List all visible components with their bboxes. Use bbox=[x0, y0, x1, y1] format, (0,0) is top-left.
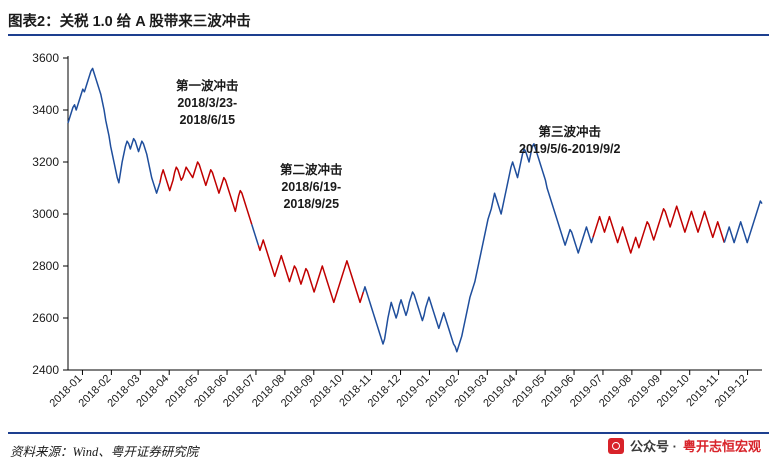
series-segment bbox=[251, 224, 260, 246]
y-axis: 2400 2600 2800 3000 3200 3400 3600 bbox=[32, 51, 762, 377]
annotation-wave-3-line1: 2019/5/6-2019/9/2 bbox=[519, 141, 621, 156]
y-tick-label: 3000 bbox=[32, 207, 59, 221]
y-tick-label: 2800 bbox=[32, 259, 59, 273]
plot-area: 2400 2600 2800 3000 3200 3400 3600 2018-01 2018… bbox=[0, 40, 777, 430]
title-divider bbox=[8, 34, 769, 36]
price-series bbox=[67, 67, 763, 353]
watermark: 公众号 · 粤开志恒宏观 bbox=[608, 436, 761, 455]
y-tick-label: 3200 bbox=[32, 155, 59, 169]
annotation-wave-1-line2: 2018/6/15 bbox=[179, 112, 236, 127]
series-segment bbox=[257, 239, 365, 304]
annotation-wave-2-title: 第二波冲击 bbox=[280, 163, 343, 177]
annotation-wave-1-line1: 2018/3/23- bbox=[177, 95, 238, 110]
page-title: 图表2：关税 1.0 给 A 股带来三波冲击 bbox=[8, 14, 251, 30]
x-tick-label: 2018-10 bbox=[308, 373, 345, 410]
footer-divider bbox=[8, 432, 769, 434]
annotation-wave-1-title: 第一波冲击 bbox=[176, 79, 239, 93]
series-segment bbox=[592, 205, 725, 254]
y-tick-label: 2600 bbox=[32, 311, 59, 325]
annotation-wave-1: 第一波冲击 2018/3/23- 2018/6/15 bbox=[176, 78, 239, 129]
annotation-wave-3: 第三波冲击 2019/5/6-2019/9/2 bbox=[519, 124, 620, 158]
series-segment bbox=[723, 200, 763, 244]
x-tick-label: 2019-10 bbox=[655, 373, 692, 410]
account-logo-icon bbox=[608, 437, 625, 454]
annotation-wave-2-line1: 2018/6/19- bbox=[281, 179, 342, 194]
line-chart: 2400 2600 2800 3000 3200 3400 3600 2018-012018… bbox=[32, 51, 763, 410]
series-segment bbox=[67, 67, 161, 194]
source-note: 资料来源：Wind、粤开证券研究院 bbox=[10, 445, 199, 459]
x-axis: 2018-012018-022018-032018-042018-052018-… bbox=[48, 370, 750, 410]
annotation-wave-2-line2: 2018/9/25 bbox=[283, 196, 340, 211]
y-tick-label: 2400 bbox=[32, 363, 59, 377]
watermark-prefix: 公众号 · bbox=[630, 439, 677, 454]
y-tick-label: 3400 bbox=[32, 103, 59, 117]
annotation-wave-2: 第二波冲击 2018/6/19- 2018/9/25 bbox=[280, 162, 343, 213]
annotation-wave-3-title: 第三波冲击 bbox=[538, 125, 601, 139]
figure-header: 图表2：关税 1.0 给 A 股带来三波冲击 bbox=[8, 10, 769, 36]
series-segment bbox=[159, 161, 253, 225]
x-tick-label: 2019-12 bbox=[713, 373, 750, 410]
series-segment bbox=[362, 143, 594, 353]
y-tick-label: 3600 bbox=[32, 51, 59, 65]
watermark-name: 粤开志恒宏观 bbox=[682, 439, 761, 454]
